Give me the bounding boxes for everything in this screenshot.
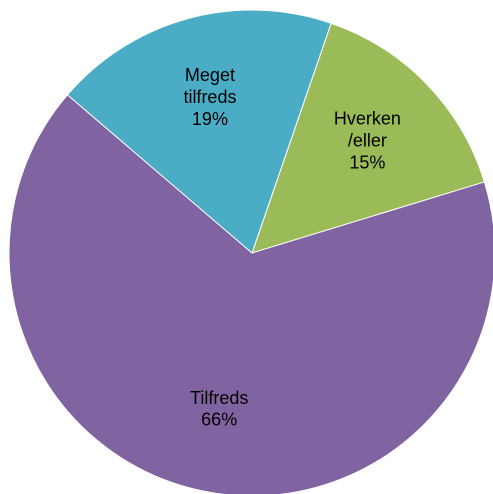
- label-line: /eller: [348, 130, 387, 150]
- label-line: Hverken: [334, 108, 401, 128]
- value-label: 19%: [192, 109, 228, 129]
- pie-slice: [8, 94, 493, 494]
- label-line: Meget: [185, 65, 235, 85]
- slice-label: Meget tilfreds: [183, 65, 236, 107]
- pie-slice: [66, 9, 332, 254]
- slice-label: Hverken/eller: [334, 108, 401, 150]
- pie-slice: [251, 22, 486, 254]
- value-label: 15%: [349, 152, 385, 172]
- value-label: 66%: [201, 410, 237, 430]
- label-line: Tilfreds: [190, 388, 248, 408]
- slice-label: Tilfreds: [190, 388, 248, 408]
- label-line: tilfreds: [183, 87, 236, 107]
